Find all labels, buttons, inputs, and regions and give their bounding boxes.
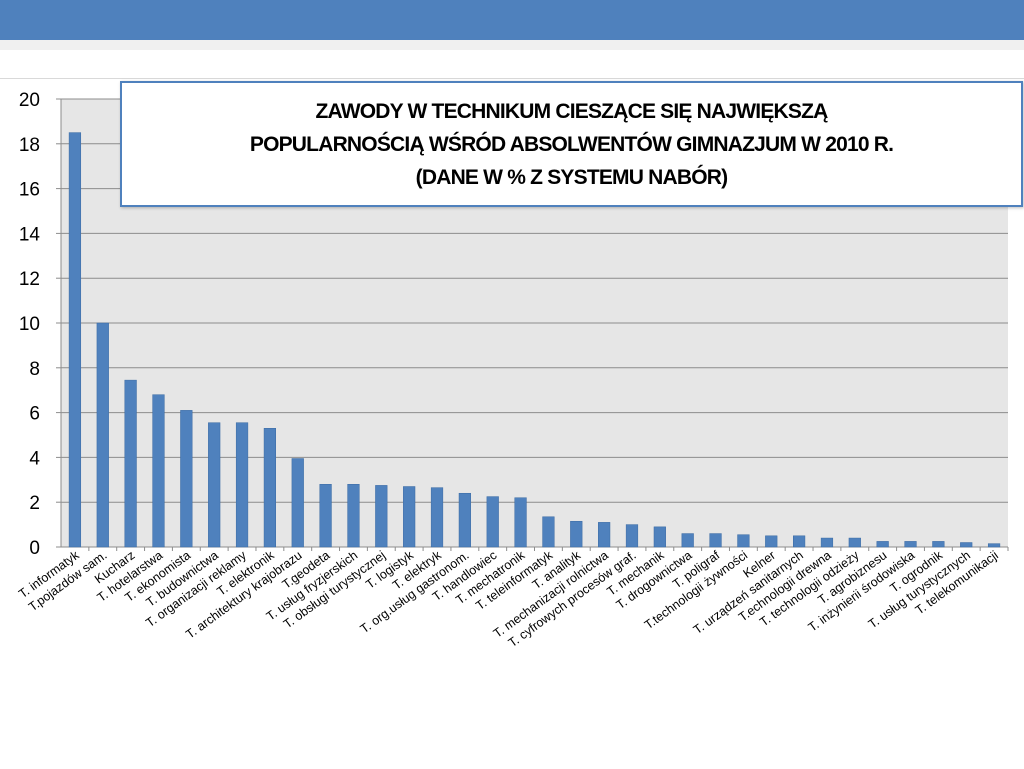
bar [820, 537, 834, 548]
bar [737, 534, 750, 548]
y-tick-label: 20 [19, 90, 40, 111]
y-tick-label: 2 [29, 493, 40, 514]
bar [486, 496, 499, 548]
bar [765, 535, 778, 548]
y-tick-label: 12 [19, 269, 40, 290]
header-bar [0, 0, 1024, 40]
bar [96, 322, 109, 548]
header-strip [0, 40, 1024, 50]
bar [848, 537, 861, 548]
chart-title-line-1: ZAWODY W TECHNIKUM CIESZĄCE SIĘ NAJWIĘKS… [315, 99, 828, 123]
bar [180, 410, 193, 548]
y-tick-label: 14 [19, 224, 41, 245]
bar [68, 132, 82, 548]
bar [291, 458, 304, 548]
y-tick-label: 18 [19, 135, 40, 156]
bar [876, 541, 889, 548]
bars [68, 132, 1001, 548]
bar [514, 497, 527, 548]
bar [430, 487, 444, 548]
bar [625, 524, 639, 548]
y-tick-label: 16 [19, 180, 40, 201]
bar [709, 533, 722, 548]
bar [653, 526, 666, 548]
bar [347, 484, 360, 548]
bar [124, 379, 137, 548]
chart-title: ZAWODY W TECHNIKUM CIESZĄCE SIĘ NAJWIĘKS… [249, 95, 894, 194]
y-tick-label: 4 [29, 448, 40, 469]
bar [904, 541, 917, 548]
chart-title-line-3: (DANE W % Z SYSTEMU NABÓR) [415, 165, 729, 189]
bar [793, 535, 806, 548]
y-axis-ticks: 0 2 4 6 8 10 12 14 16 18 20 [19, 90, 61, 559]
bar [987, 543, 1001, 548]
y-tick-label: 10 [19, 314, 40, 335]
bar [960, 542, 973, 548]
bar [932, 541, 945, 548]
chart-title-box: ZAWODY W TECHNIKUM CIESZĄCE SIĘ NAJWIĘKS… [120, 81, 1023, 207]
bar [375, 485, 388, 548]
bar [542, 516, 555, 548]
y-tick-label: 6 [29, 404, 40, 425]
bar [208, 422, 221, 548]
bar [598, 522, 611, 548]
bar [319, 484, 332, 548]
bar [235, 422, 249, 548]
bar [403, 486, 416, 548]
bar [681, 533, 694, 548]
bar [263, 428, 276, 548]
bar [152, 394, 165, 548]
bar [570, 520, 583, 548]
chart-title-line-2: POPULARNOŚCIĄ WŚRÓD ABSOLWENTÓW GIMNAZJU… [249, 132, 894, 156]
bar [458, 492, 471, 548]
y-tick-label: 8 [29, 359, 40, 380]
y-tick-label: 0 [29, 538, 40, 559]
